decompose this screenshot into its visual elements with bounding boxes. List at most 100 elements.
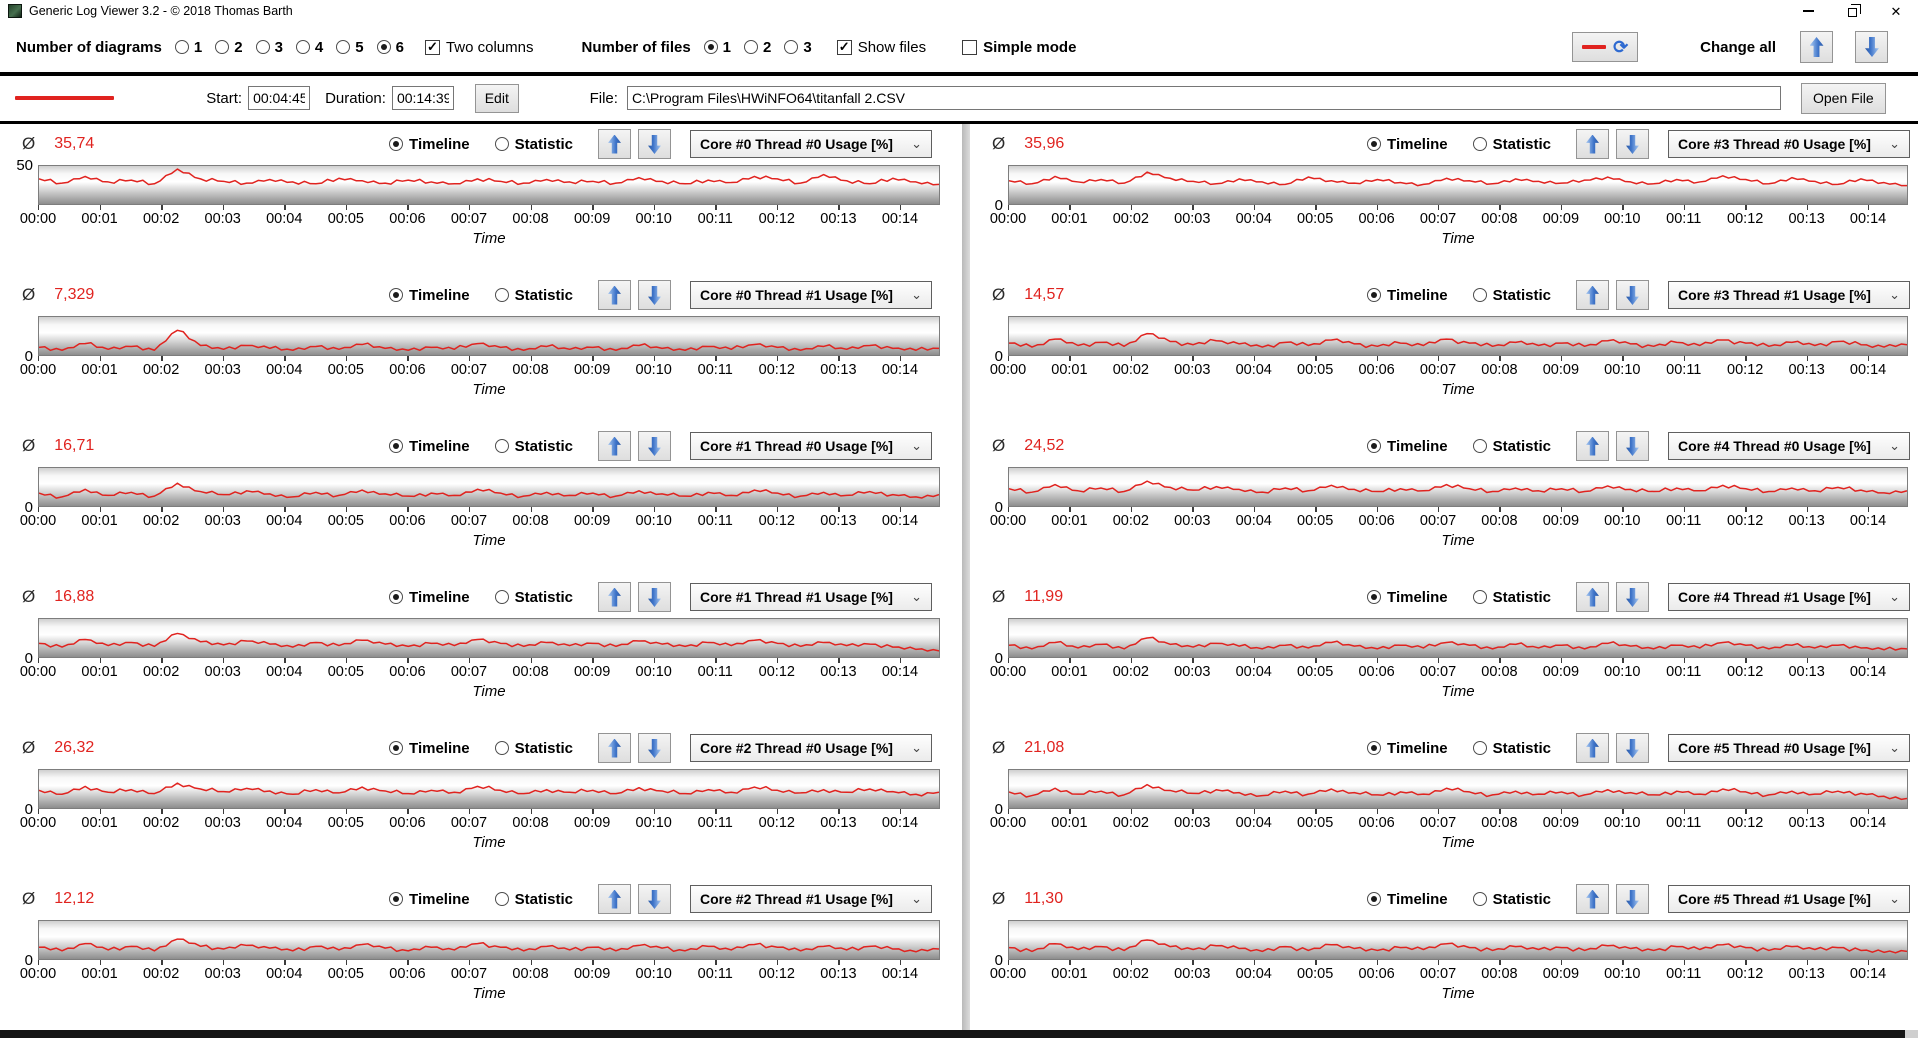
timeline-radio[interactable]: Timeline xyxy=(1367,589,1448,606)
timeline-radio[interactable]: Timeline xyxy=(389,891,470,908)
statistic-radio[interactable]: Statistic xyxy=(494,287,573,304)
move-down-button[interactable] xyxy=(1616,582,1649,612)
move-up-button[interactable] xyxy=(1576,733,1609,763)
statistic-radio[interactable]: Statistic xyxy=(1472,589,1551,606)
diagram-count-option-2[interactable]: 2 xyxy=(215,39,243,56)
signal-select-dropdown[interactable]: Core #2 Thread #0 Usage [%] ⌄ xyxy=(690,734,932,762)
x-axis-tick xyxy=(1008,507,1010,512)
signal-select-dropdown[interactable]: Core #1 Thread #0 Usage [%] ⌄ xyxy=(690,432,932,460)
start-input[interactable] xyxy=(248,86,311,110)
move-up-button[interactable] xyxy=(598,884,631,914)
move-up-button[interactable] xyxy=(1576,431,1609,461)
timeline-radio[interactable]: Timeline xyxy=(389,740,470,757)
statistic-radio[interactable]: Statistic xyxy=(494,136,573,153)
two-columns-checkbox[interactable]: ✓ Two columns xyxy=(424,39,533,56)
statistic-radio[interactable]: Statistic xyxy=(1472,891,1551,908)
timeline-radio[interactable]: Timeline xyxy=(389,589,470,606)
move-down-button[interactable] xyxy=(1616,129,1649,159)
restore-button[interactable] xyxy=(1830,0,1874,22)
diagram-count-option-3[interactable]: 3 xyxy=(255,39,283,56)
file-count-option-2[interactable]: 2 xyxy=(744,39,771,56)
move-up-button[interactable] xyxy=(1576,884,1609,914)
signal-select-dropdown[interactable]: Core #5 Thread #1 Usage [%] ⌄ xyxy=(1668,885,1910,913)
chart-area: 0 xyxy=(0,316,962,365)
move-down-button[interactable] xyxy=(638,280,671,310)
show-files-checkbox[interactable]: ✓ Show files xyxy=(836,39,926,56)
signal-select-value: Core #2 Thread #0 Usage [%] xyxy=(700,740,893,756)
signal-select-dropdown[interactable]: Core #3 Thread #1 Usage [%] ⌄ xyxy=(1668,281,1910,309)
file-count-option-1[interactable]: 1 xyxy=(703,39,731,56)
statistic-radio[interactable]: Statistic xyxy=(494,740,573,757)
timeline-radio[interactable]: Timeline xyxy=(1367,438,1448,455)
statistic-radio[interactable]: Statistic xyxy=(494,589,573,606)
change-all-up-button[interactable] xyxy=(1800,31,1833,63)
x-axis-tick xyxy=(1069,507,1071,512)
timeline-radio[interactable]: Timeline xyxy=(1367,740,1448,757)
diagram-count-option-1[interactable]: 1 xyxy=(174,39,202,56)
diagram-count-option-6[interactable]: 6 xyxy=(376,39,404,56)
open-file-button[interactable]: Open File xyxy=(1800,82,1886,114)
statistic-radio[interactable]: Statistic xyxy=(494,438,573,455)
move-down-button[interactable] xyxy=(638,129,671,159)
signal-select-dropdown[interactable]: Core #5 Thread #0 Usage [%] ⌄ xyxy=(1668,734,1910,762)
move-down-button[interactable] xyxy=(638,582,671,612)
x-axis-tick-label: 00:08 xyxy=(1481,211,1518,227)
statistic-radio[interactable]: Statistic xyxy=(1472,136,1551,153)
x-axis-tick-label: 00:02 xyxy=(142,211,180,227)
timeline-radio[interactable]: Timeline xyxy=(1367,287,1448,304)
move-up-button[interactable] xyxy=(598,280,631,310)
edit-button[interactable]: Edit xyxy=(474,83,519,113)
move-up-button[interactable] xyxy=(598,733,631,763)
arrow-up-icon xyxy=(608,889,621,909)
move-down-button[interactable] xyxy=(1616,280,1649,310)
move-up-button[interactable] xyxy=(1576,582,1609,612)
statistic-radio[interactable]: Statistic xyxy=(494,891,573,908)
diagram-count-option-5[interactable]: 5 xyxy=(336,39,364,56)
line-style-refresh-button[interactable]: ⟳ xyxy=(1572,32,1639,62)
timeline-radio-circle xyxy=(389,892,404,906)
statistic-radio[interactable]: Statistic xyxy=(1472,740,1551,757)
move-up-button[interactable] xyxy=(598,431,631,461)
arrow-down-icon xyxy=(1626,135,1639,154)
signal-select-dropdown[interactable]: Core #2 Thread #1 Usage [%] ⌄ xyxy=(690,885,932,913)
resize-grip[interactable] xyxy=(1905,1030,1918,1038)
move-down-button[interactable] xyxy=(1616,884,1649,914)
minimize-button[interactable] xyxy=(1786,0,1830,22)
x-axis-tick-label: 00:12 xyxy=(1727,513,1764,529)
x-axis-tick-label: 00:04 xyxy=(1235,664,1272,680)
file-path-input[interactable] xyxy=(626,86,1781,110)
duration-input[interactable] xyxy=(391,86,454,110)
signal-select-dropdown[interactable]: Core #0 Thread #0 Usage [%] ⌄ xyxy=(690,130,932,158)
close-button[interactable]: ✕ xyxy=(1874,0,1918,22)
move-down-button[interactable] xyxy=(638,884,671,914)
move-up-button[interactable] xyxy=(1576,129,1609,159)
signal-select-dropdown[interactable]: Core #3 Thread #0 Usage [%] ⌄ xyxy=(1668,130,1910,158)
x-axis-tick-label: 00:04 xyxy=(266,664,303,680)
timeline-radio[interactable]: Timeline xyxy=(389,438,470,455)
move-up-button[interactable] xyxy=(598,582,631,612)
timeline-radio[interactable]: Timeline xyxy=(389,287,470,304)
x-axis-tick-label: 00:07 xyxy=(450,966,488,982)
statistic-radio[interactable]: Statistic xyxy=(1472,287,1551,304)
move-down-button[interactable] xyxy=(1616,733,1649,763)
timeline-radio[interactable]: Timeline xyxy=(1367,891,1448,908)
change-all-down-button[interactable] xyxy=(1855,31,1888,63)
diagram-count-option-4[interactable]: 4 xyxy=(295,39,323,56)
file-count-option-3[interactable]: 3 xyxy=(784,39,812,56)
timeline-radio[interactable]: Timeline xyxy=(1367,136,1448,153)
x-axis-tick xyxy=(407,658,409,663)
x-axis-tick-label: 00:09 xyxy=(1542,513,1580,529)
move-down-button[interactable] xyxy=(638,733,671,763)
move-up-button[interactable] xyxy=(1576,280,1609,310)
move-up-button[interactable] xyxy=(598,129,631,159)
statistic-radio[interactable]: Statistic xyxy=(1472,438,1551,455)
signal-select-dropdown[interactable]: Core #4 Thread #0 Usage [%] ⌄ xyxy=(1668,432,1910,460)
signal-select-dropdown[interactable]: Core #1 Thread #1 Usage [%] ⌄ xyxy=(690,583,932,611)
simple-mode-checkbox[interactable]: Simple mode xyxy=(962,39,1076,56)
move-down-button[interactable] xyxy=(1616,431,1649,461)
signal-select-dropdown[interactable]: Core #4 Thread #1 Usage [%] ⌄ xyxy=(1668,583,1910,611)
signal-select-dropdown[interactable]: Core #0 Thread #1 Usage [%] ⌄ xyxy=(690,281,932,309)
move-down-button[interactable] xyxy=(638,431,671,461)
timeline-radio[interactable]: Timeline xyxy=(389,136,470,153)
x-axis-tick xyxy=(1745,507,1747,512)
